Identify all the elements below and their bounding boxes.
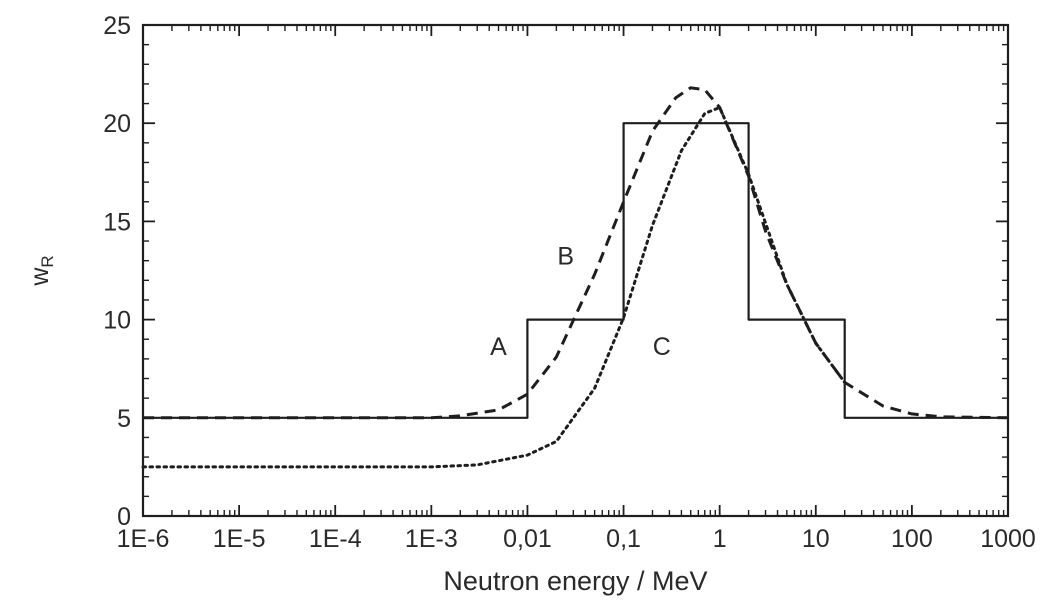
- y-axis-title-sub: R: [38, 255, 57, 267]
- x-tick-label: 1E-5: [213, 525, 266, 553]
- y-tick-label: 25: [103, 12, 131, 40]
- y-axis-title: wR: [26, 255, 57, 286]
- series-layer: [141, 86, 1009, 469]
- x-tick-label: 1000: [980, 525, 1036, 553]
- y-tick-label: 15: [103, 208, 131, 236]
- y-tick-label: 0: [117, 503, 131, 531]
- x-tick-label: 1E-4: [309, 525, 362, 553]
- x-tick-label: 0,01: [503, 525, 552, 553]
- x-tick-label: 0,1: [606, 525, 641, 553]
- annotation-b: B: [557, 243, 574, 271]
- x-axis-title: Neutron energy / MeV: [443, 566, 707, 596]
- y-tick-label: 20: [103, 110, 131, 138]
- x-tick-label: 100: [891, 525, 933, 553]
- y-axis-title-main: w: [26, 267, 54, 287]
- y-tick-label: 5: [117, 405, 131, 433]
- x-tick-label: 1E-6: [117, 525, 170, 553]
- y-tick-label: 10: [103, 307, 131, 335]
- annotation-c: C: [653, 333, 671, 361]
- plot-frame: [141, 23, 1010, 518]
- series-c-line: [141, 106, 847, 469]
- x-tick-label: 10: [802, 525, 830, 553]
- svg-text:wR: wR: [26, 255, 57, 286]
- x-tick-label: 1E-3: [405, 525, 458, 553]
- x-tick-label: 1: [713, 525, 727, 553]
- labels-layer: 1E-6 1E-5 1E-4 1E-3 0,01 0,1 1 10 100 1000 0 5 10 15 2…: [103, 12, 1036, 553]
- annotation-a: A: [490, 333, 507, 361]
- series-a-line: [143, 122, 1008, 419]
- ticks-layer: [142, 24, 1009, 517]
- series-b-line: [143, 86, 1009, 420]
